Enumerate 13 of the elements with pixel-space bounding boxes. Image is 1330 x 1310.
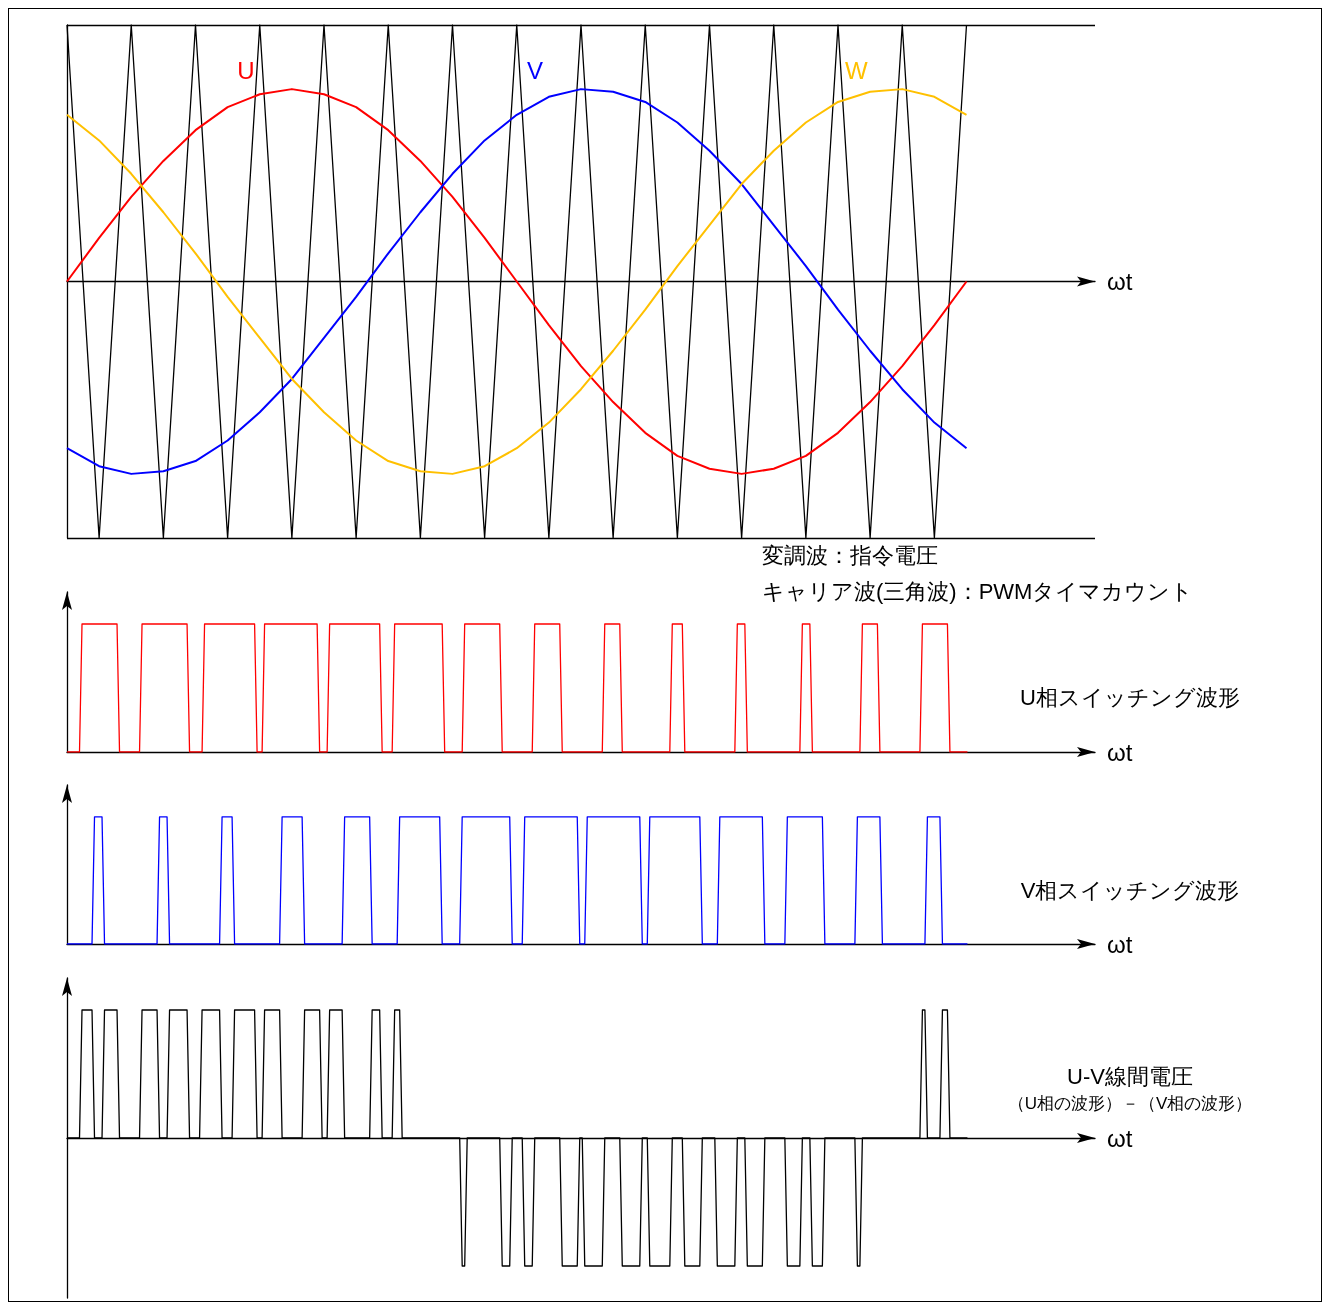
text: U-V線間電圧 [1067, 1063, 1193, 1089]
x-axis-title: ωt [1107, 738, 1133, 766]
x-axis-title: ωt [1107, 268, 1133, 295]
text: キャリア波(三角波)：PWMタイマカウント [762, 578, 1194, 604]
text: 変調波：指令電圧 [762, 542, 938, 568]
series-label: U [237, 56, 255, 84]
text: U相スイッチング波形 [1020, 684, 1240, 710]
series-label: V [526, 56, 544, 84]
text: V相スイッチング波形 [1020, 877, 1240, 903]
text: （U相の波形）－（V相の波形） [1007, 1094, 1253, 1113]
x-axis-title: ωt [1107, 1124, 1133, 1152]
x-axis-title: ωt [1107, 930, 1133, 958]
series-label: W [844, 56, 868, 84]
